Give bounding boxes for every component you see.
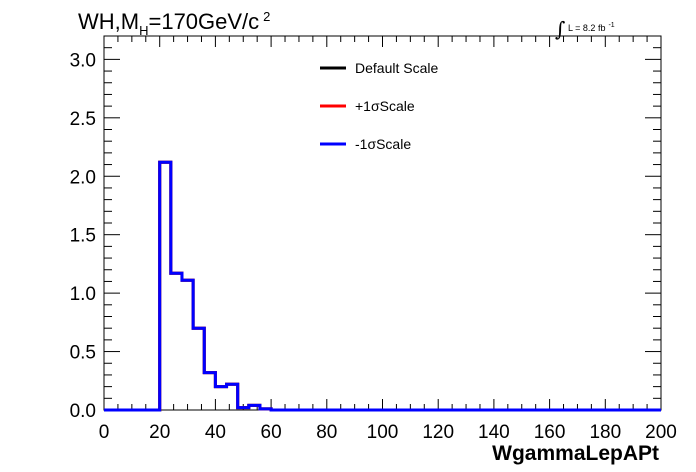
chart-title-superscript: 2 xyxy=(263,9,270,24)
y-tick-label: 1.0 xyxy=(70,284,96,305)
x-tick-label: 100 xyxy=(367,422,399,443)
series-line-1 xyxy=(104,160,661,412)
x-tick-label: 60 xyxy=(261,422,282,443)
luminosity-superscript: -1 xyxy=(608,22,614,29)
series-line-0 xyxy=(104,160,661,412)
y-tick-label: 2.0 xyxy=(70,167,96,188)
histogram-series xyxy=(104,160,661,412)
y-tick-label: 0.5 xyxy=(70,343,96,364)
chart-title: WH,MH=170GeV/c 2 xyxy=(78,9,270,38)
series-line-2 xyxy=(104,160,661,412)
chart-title-rest: =170GeV/c xyxy=(148,9,259,34)
x-tick-label: 180 xyxy=(589,422,621,443)
x-tick-label: 140 xyxy=(478,422,510,443)
x-tick-label: 20 xyxy=(149,422,170,443)
luminosity-label: L = 8.2 fb -1 xyxy=(568,22,615,33)
axis-tick-labels: 0 20 40 60 80 100 120 140 160 180 200 0.0 0.5 1.0 1.5 2… xyxy=(70,50,677,443)
legend: Default Scale +1σScale -1σScale xyxy=(320,60,438,152)
x-tick-label: 120 xyxy=(422,422,454,443)
axis-ticks xyxy=(103,35,662,411)
y-tick-label: 2.5 xyxy=(70,109,96,130)
x-tick-label: 160 xyxy=(534,422,566,443)
legend-label: +1σScale xyxy=(355,98,415,114)
luminosity-integral-sign: ∫ xyxy=(555,17,565,41)
y-tick-label: 3.0 xyxy=(70,50,96,71)
plot-frame xyxy=(103,35,662,411)
legend-label: Default Scale xyxy=(355,60,438,76)
x-tick-label: 200 xyxy=(645,422,677,443)
chart-title-main: WH,M xyxy=(78,9,139,34)
luminosity-text: L = 8.2 fb xyxy=(568,23,605,33)
x-tick-label: 0 xyxy=(99,422,110,443)
y-tick-label: 0.0 xyxy=(70,401,96,422)
x-axis-label: WgammaLepAPt xyxy=(492,442,659,465)
x-tick-label: 80 xyxy=(316,422,337,443)
legend-label: -1σScale xyxy=(355,136,411,152)
x-tick-label: 40 xyxy=(205,422,226,443)
chart-title-subscript: H xyxy=(139,23,148,38)
y-tick-label: 1.5 xyxy=(70,226,96,247)
